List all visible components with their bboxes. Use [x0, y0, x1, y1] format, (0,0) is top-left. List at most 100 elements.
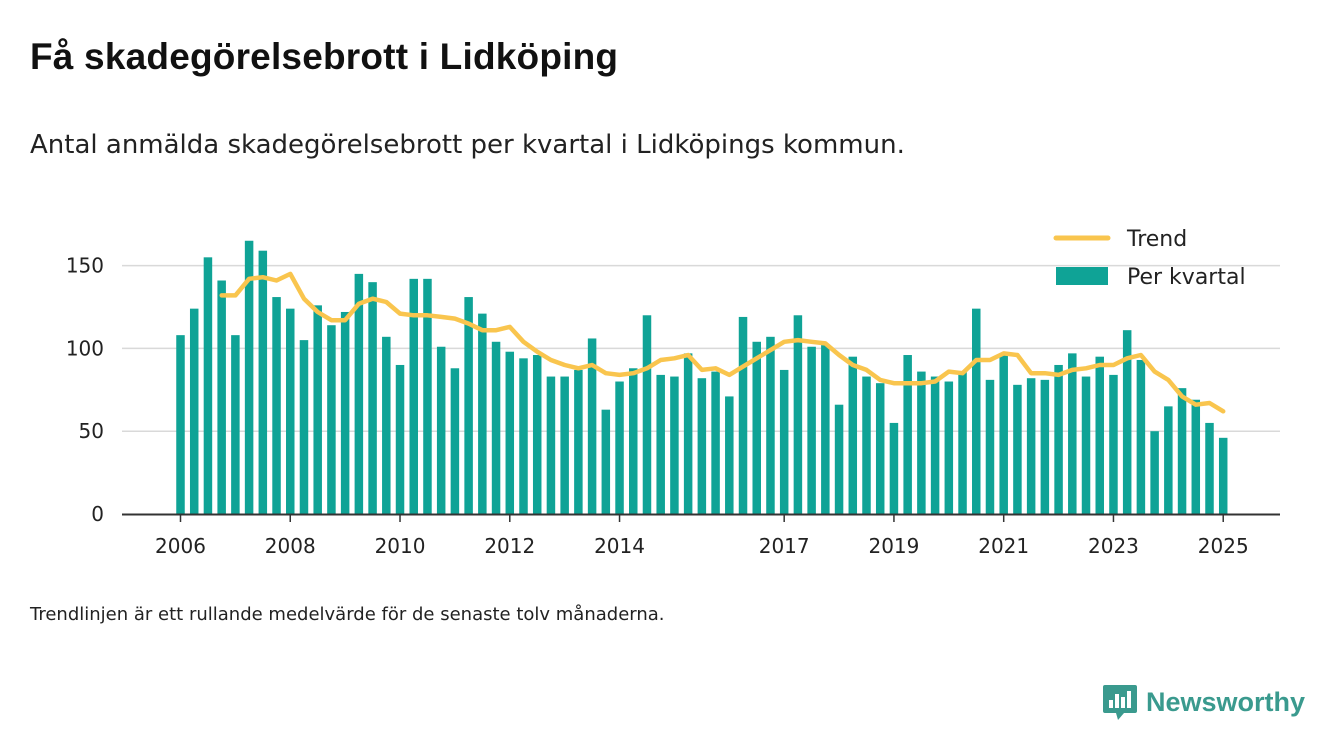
bar-quarter	[423, 278, 432, 514]
y-tick-label: 100	[66, 336, 104, 360]
chart-area: 2006 2008 2010 2012 2014 2017 2019 2021 2023 2025…	[66, 227, 1280, 558]
bar-quarter	[519, 358, 528, 514]
bar-series	[176, 240, 1228, 515]
bar-quarter	[1205, 422, 1214, 514]
bar-quarter	[601, 409, 611, 514]
x-tick-label: 2023	[1088, 534, 1139, 558]
bar-quarter	[875, 383, 885, 514]
bar-quarter	[1026, 378, 1036, 514]
bar-quarter	[1054, 364, 1063, 514]
x-tick-label: 2012	[484, 534, 535, 558]
bar-quarter	[766, 336, 775, 514]
x-tick-label: 2025	[1198, 534, 1249, 558]
x-axis-ticks: 2006 2008 2010 2012 2014 2017 2019 2021 2023 2025	[155, 514, 1249, 558]
legend-bars-label: Per kvartal	[1127, 265, 1246, 290]
bar-quarter	[189, 308, 199, 514]
x-tick-label: 2006	[155, 534, 206, 558]
bar-quarter	[382, 336, 391, 514]
bar-quarter	[738, 316, 748, 514]
bar-quarter	[834, 404, 844, 514]
bar-quarter	[464, 297, 473, 514]
bar-quarter	[807, 346, 816, 514]
bar-quarter	[1136, 359, 1146, 514]
bar-quarter	[217, 280, 226, 514]
bar-quarter	[436, 346, 446, 514]
bar-quarter	[1109, 374, 1118, 514]
bar-quarter	[286, 308, 295, 514]
bar-quarter	[670, 376, 679, 514]
x-tick-label: 2008	[265, 534, 316, 558]
bar-quarter	[244, 240, 254, 514]
bar-quarter	[560, 376, 569, 514]
bar-quarter	[711, 371, 720, 514]
bar-quarter	[889, 422, 899, 514]
bar-quarter	[587, 338, 597, 514]
x-tick-label: 2019	[868, 534, 919, 558]
bar-quarter	[1122, 330, 1132, 514]
bar-quarter	[683, 353, 693, 514]
bar-quarter	[1191, 399, 1201, 514]
bar-quarter	[176, 335, 185, 514]
bar-quarter	[985, 379, 995, 514]
bar-quarter	[930, 376, 940, 514]
y-tick-label: 0	[91, 502, 104, 526]
bar-quarter	[642, 315, 652, 514]
bar-quarter	[972, 308, 981, 514]
x-tick-label: 2021	[978, 534, 1029, 558]
bar-quarter	[1150, 431, 1159, 514]
bar-quarter	[313, 305, 322, 514]
y-tick-label: 150	[66, 254, 104, 278]
bar-quarter	[299, 340, 309, 514]
y-tick-label: 50	[79, 419, 104, 443]
x-tick-label: 2017	[759, 534, 810, 558]
x-tick-label: 2010	[375, 534, 426, 558]
bar-quarter	[779, 369, 789, 514]
bar-quarter	[697, 378, 707, 514]
x-tick-label: 2014	[594, 534, 645, 558]
y-axis-ticks: 0 50 100 150	[66, 254, 104, 526]
bar-quarter	[340, 311, 350, 514]
bar-quarter	[1164, 406, 1173, 514]
bar-quarter	[793, 315, 803, 514]
brand-name: Newsworthy	[1146, 686, 1306, 717]
bar-quarter	[354, 273, 364, 514]
chart-title: Få skadegörelsebrott i Lidköping	[30, 36, 619, 77]
bar-quarter	[505, 351, 515, 514]
bar-quarter	[409, 278, 418, 514]
bar-quarter	[1013, 384, 1022, 514]
brand-logo: Newsworthy	[1102, 683, 1305, 721]
bar-quarter	[450, 368, 460, 514]
bar-quarter	[629, 368, 638, 514]
bar-quarter	[903, 355, 912, 514]
bar-quarter	[917, 371, 926, 514]
bar-quarter	[615, 381, 624, 514]
bar-quarter	[725, 396, 734, 514]
bar-quarter	[848, 356, 858, 514]
bar-quarter	[231, 335, 240, 514]
bar-quarter	[1081, 376, 1091, 514]
bar-quarter	[491, 341, 501, 514]
newsworthy-chart-bubble-icon	[1103, 685, 1137, 720]
bar-quarter	[1095, 356, 1104, 514]
bar-quarter	[478, 313, 487, 514]
bar-quarter	[368, 282, 377, 514]
bar-quarter	[656, 374, 665, 514]
bar-quarter	[752, 341, 761, 514]
footnote: Trendlinjen är ett rullande medelvärde f…	[30, 604, 665, 625]
bar-quarter	[395, 364, 405, 514]
legend: Trend Per kvartal	[1053, 227, 1246, 290]
bar-quarter	[1218, 437, 1228, 514]
bar-quarter	[1040, 379, 1050, 514]
bar-quarter	[862, 376, 871, 514]
bar-quarter	[546, 376, 556, 514]
bar-quarter	[1068, 353, 1077, 514]
bar-quarter	[327, 325, 336, 514]
legend-trend-label: Trend	[1126, 227, 1187, 252]
bar-quarter	[821, 345, 830, 514]
bar-quarter	[958, 371, 967, 514]
bar-quarter	[532, 355, 542, 514]
bar-quarter	[272, 297, 281, 514]
legend-bar-swatch	[1056, 267, 1108, 285]
chart-subtitle: Antal anmälda skadegörelsebrott per kvar…	[30, 130, 905, 160]
bar-quarter	[944, 381, 954, 514]
